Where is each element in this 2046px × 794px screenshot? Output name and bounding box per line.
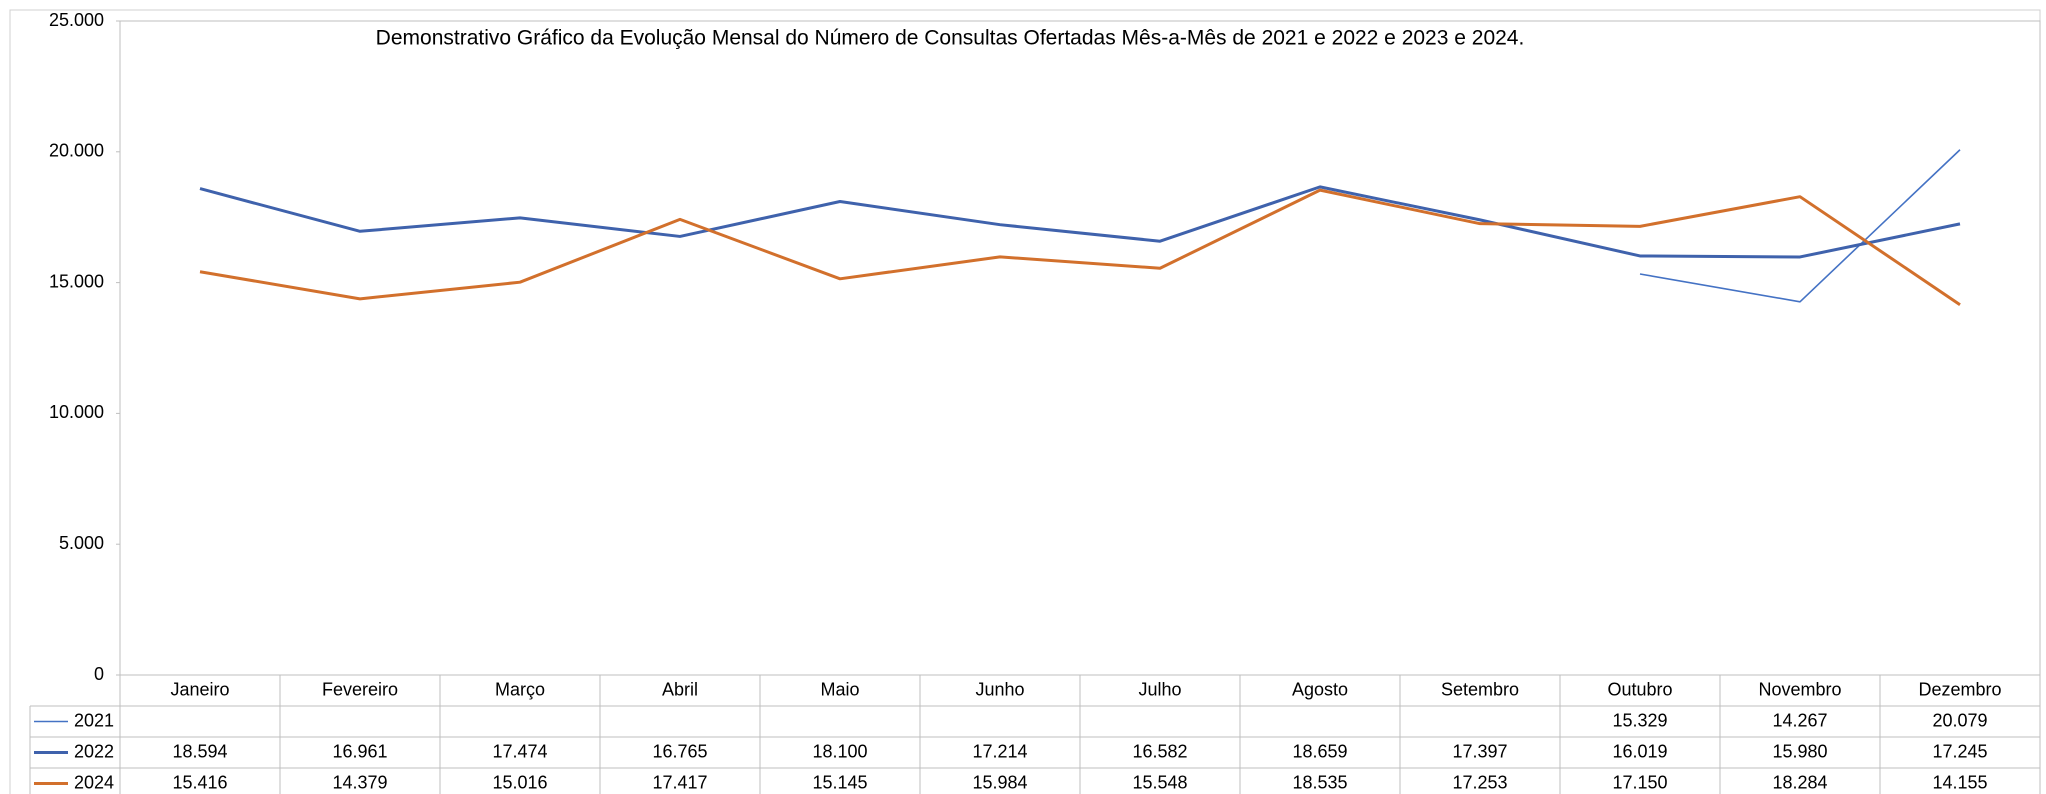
series-line	[1639, 149, 1961, 303]
y-tick-label: 10.000	[49, 402, 104, 422]
x-tick-label: Janeiro	[170, 679, 229, 699]
table-value: 17.253	[1452, 772, 1507, 792]
x-tick-label: Março	[495, 679, 545, 699]
table-value: 15.016	[492, 772, 547, 792]
chart-title: Demonstrativo Gráfico da Evolução Mensal…	[376, 27, 1525, 50]
table-value: 17.417	[652, 772, 707, 792]
table-value: 16.961	[332, 741, 387, 761]
table-value: 15.329	[1612, 710, 1667, 730]
table-value: 16.765	[652, 741, 707, 761]
table-value: 15.416	[172, 772, 227, 792]
x-tick-label: Maio	[820, 679, 859, 699]
x-tick-label: Fevereiro	[322, 679, 398, 699]
table-value: 14.379	[332, 772, 387, 792]
table-value: 17.214	[972, 741, 1027, 761]
plot-area	[119, 20, 2041, 676]
x-tick-label: Novembro	[1758, 679, 1841, 699]
table-value: 18.535	[1292, 772, 1347, 792]
table-value: 15.548	[1132, 772, 1187, 792]
table-value: 17.397	[1452, 741, 1507, 761]
y-tick-label: 20.000	[49, 141, 104, 161]
y-tick-label: 25.000	[49, 10, 104, 30]
table-value: 15.984	[972, 772, 1027, 792]
table-value: 17.150	[1612, 772, 1667, 792]
table-value: 20.079	[1932, 710, 1987, 730]
table-value: 15.980	[1772, 741, 1827, 761]
y-tick-label: 15.000	[49, 271, 104, 291]
x-tick-label: Setembro	[1441, 679, 1519, 699]
series-line	[199, 188, 1961, 306]
y-tick-label: 0	[94, 664, 104, 684]
table-value: 16.019	[1612, 741, 1667, 761]
table-value: 18.659	[1292, 741, 1347, 761]
table-value: 17.474	[492, 741, 547, 761]
table-value: 14.267	[1772, 710, 1827, 730]
table-value: 18.284	[1772, 772, 1827, 792]
legend-label: 2024	[74, 772, 114, 792]
table-value: 18.594	[172, 741, 227, 761]
table-value: 16.582	[1132, 741, 1187, 761]
table-value: 14.155	[1932, 772, 1987, 792]
table-value: 18.100	[812, 741, 867, 761]
legend-label: 2021	[74, 710, 114, 730]
x-tick-label: Abril	[662, 679, 698, 699]
chart-frame	[9, 9, 2041, 794]
series-line	[199, 185, 1961, 259]
x-tick-label: Agosto	[1292, 679, 1348, 699]
legend-label: 2022	[74, 741, 114, 761]
table-value: 17.245	[1932, 741, 1987, 761]
x-tick-label: Julho	[1138, 679, 1181, 699]
table-value: 15.145	[812, 772, 867, 792]
x-tick-label: Outubro	[1607, 679, 1672, 699]
x-tick-label: Junho	[975, 679, 1024, 699]
y-tick-label: 5.000	[59, 533, 104, 553]
x-tick-label: Dezembro	[1918, 679, 2001, 699]
